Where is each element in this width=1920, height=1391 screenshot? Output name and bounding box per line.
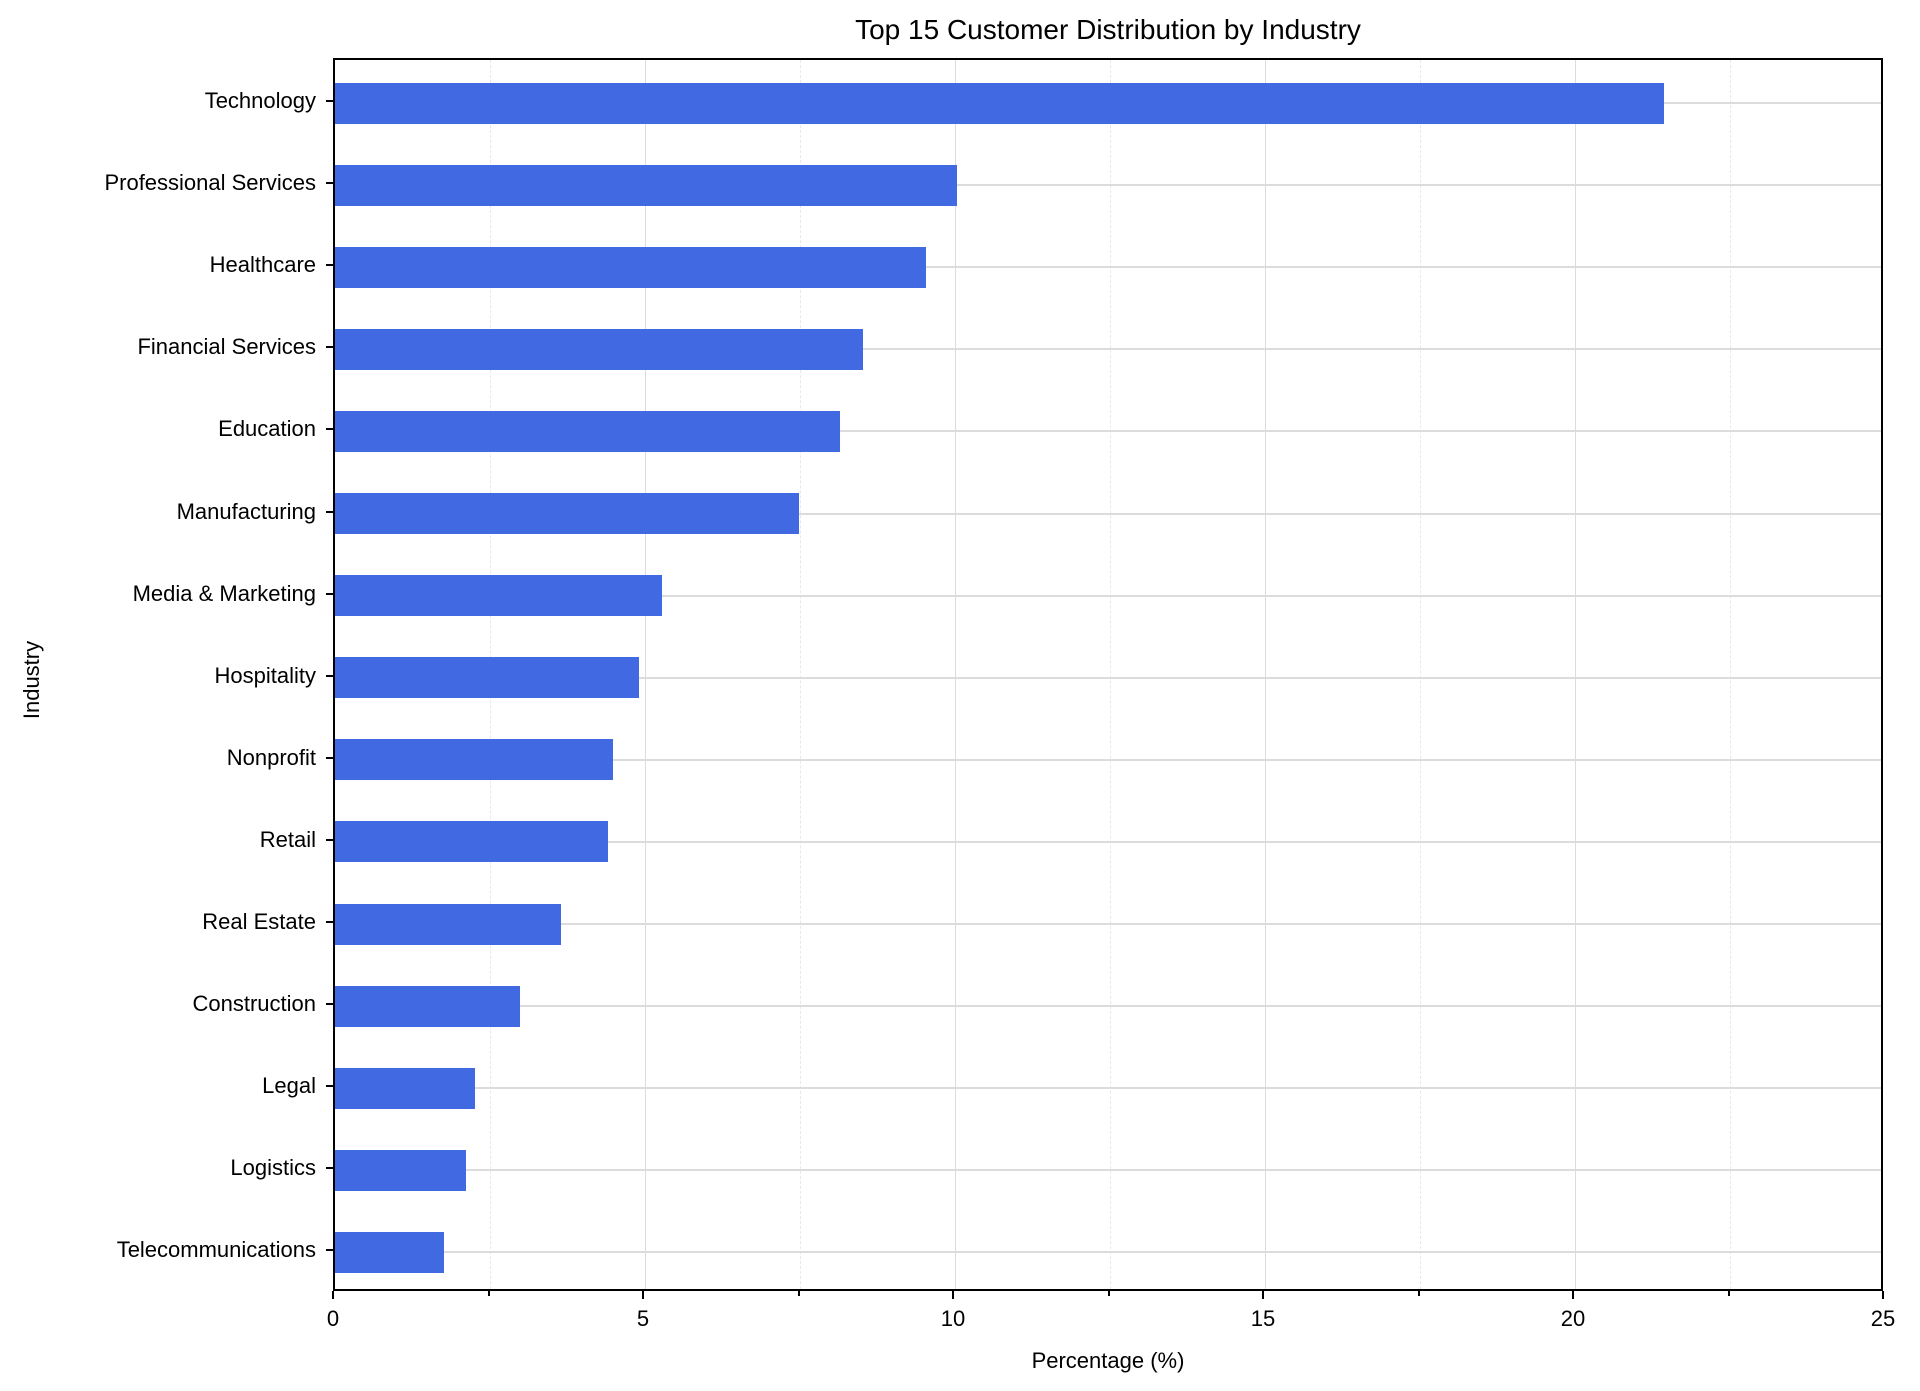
x-tick-label: 25 bbox=[1870, 1306, 1896, 1331]
y-tick bbox=[326, 838, 333, 841]
x-minor-tick bbox=[1108, 1291, 1110, 1296]
y-tick bbox=[326, 921, 333, 923]
row-gridline bbox=[335, 594, 1881, 597]
row-gridline bbox=[335, 430, 1881, 433]
y-tick-label: Media & Marketing bbox=[132, 580, 316, 606]
x-tick-label: 0 bbox=[326, 1306, 340, 1331]
bar-technology bbox=[335, 82, 1664, 124]
chart-title: Top 15 Customer Distribution by Industry bbox=[855, 14, 1361, 45]
bar-healthcare bbox=[335, 246, 927, 288]
y-tick-label: Education bbox=[218, 416, 316, 442]
x-tick bbox=[1572, 1291, 1574, 1299]
y-tick bbox=[326, 182, 333, 185]
x-minor-tick bbox=[488, 1291, 490, 1296]
y-tick-label: Logistics bbox=[230, 1155, 316, 1181]
y-tick-label: Legal bbox=[262, 1073, 316, 1099]
major-gridline bbox=[1265, 60, 1266, 1289]
row-gridline bbox=[335, 1087, 1881, 1090]
bar-nonprofit bbox=[335, 739, 614, 781]
y-tick bbox=[326, 1003, 333, 1006]
bar-financial-services bbox=[335, 328, 863, 370]
x-axis-title: Percentage (%) bbox=[1031, 1348, 1185, 1373]
x-tick-label: 20 bbox=[1560, 1306, 1586, 1331]
y-tick bbox=[326, 264, 333, 267]
y-tick-label: Construction bbox=[192, 991, 316, 1017]
minor-gridline bbox=[1110, 60, 1111, 1289]
y-tick-label: Real Estate bbox=[202, 909, 316, 934]
y-tick-label: Technology bbox=[204, 88, 316, 113]
y-tick bbox=[326, 756, 333, 759]
bar-media-marketing bbox=[335, 575, 663, 617]
bar-professional-services bbox=[335, 164, 958, 206]
row-gridline bbox=[335, 1169, 1881, 1172]
x-tick-label: 15 bbox=[1250, 1306, 1276, 1331]
bar-hospitality bbox=[335, 657, 640, 699]
bar-logistics bbox=[335, 1149, 466, 1191]
y-axis-title: Industry bbox=[19, 640, 44, 720]
x-tick bbox=[952, 1291, 954, 1299]
bar-retail bbox=[335, 821, 609, 863]
y-tick-label: Telecommunications bbox=[116, 1237, 316, 1263]
minor-gridline bbox=[1730, 60, 1731, 1289]
row-gridline bbox=[335, 840, 1881, 843]
row-gridline bbox=[335, 1005, 1881, 1008]
bar-manufacturing bbox=[335, 493, 799, 534]
minor-gridline bbox=[1420, 60, 1421, 1289]
y-tick-label: Hospitality bbox=[214, 662, 316, 688]
x-tick-label: 5 bbox=[636, 1306, 650, 1331]
row-gridline bbox=[335, 184, 1881, 187]
y-tick bbox=[326, 674, 333, 677]
y-tick-label: Retail bbox=[259, 826, 316, 852]
x-tick bbox=[1882, 1291, 1884, 1299]
minor-gridline bbox=[800, 60, 801, 1289]
bar-telecommunications bbox=[335, 1231, 444, 1273]
bar-legal bbox=[335, 1067, 475, 1109]
bar-construction bbox=[335, 985, 521, 1027]
x-tick bbox=[332, 1291, 334, 1299]
x-tick bbox=[642, 1291, 644, 1299]
major-gridline bbox=[1575, 60, 1576, 1289]
row-gridline bbox=[335, 923, 1881, 925]
x-minor-tick bbox=[1418, 1291, 1420, 1296]
row-gridline bbox=[335, 348, 1881, 351]
row-gridline bbox=[335, 266, 1881, 269]
major-gridline bbox=[955, 60, 956, 1289]
row-gridline bbox=[335, 758, 1881, 761]
bar-education bbox=[335, 410, 840, 452]
row-gridline bbox=[335, 676, 1881, 679]
y-tick bbox=[326, 1249, 333, 1252]
y-tick bbox=[326, 346, 333, 349]
y-tick bbox=[326, 1167, 333, 1170]
y-tick-label: Financial Services bbox=[137, 334, 316, 360]
major-gridline bbox=[645, 60, 646, 1289]
row-gridline bbox=[335, 512, 1881, 515]
y-tick-label: Manufacturing bbox=[176, 498, 316, 524]
bar-real-estate bbox=[335, 903, 562, 945]
y-tick bbox=[326, 510, 333, 513]
x-tick-label: 10 bbox=[940, 1306, 966, 1331]
y-tick-label: Professional Services bbox=[104, 170, 316, 196]
row-gridline bbox=[335, 1251, 1881, 1254]
y-tick-label: Healthcare bbox=[209, 252, 316, 278]
x-minor-tick bbox=[798, 1291, 800, 1296]
plot-area bbox=[333, 58, 1883, 1291]
x-minor-tick bbox=[1728, 1291, 1730, 1296]
x-tick bbox=[1262, 1291, 1264, 1299]
y-tick bbox=[326, 592, 333, 595]
y-tick bbox=[326, 428, 333, 431]
y-tick bbox=[326, 100, 333, 102]
y-tick-label: Nonprofit bbox=[226, 744, 316, 770]
y-tick bbox=[326, 1085, 333, 1088]
